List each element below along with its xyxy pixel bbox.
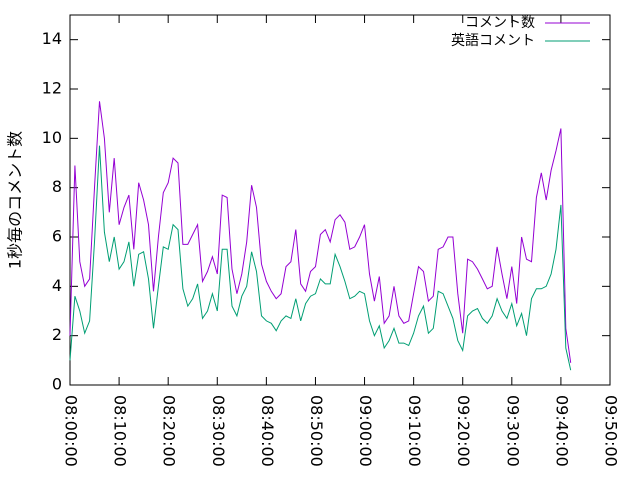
y-tick-label: 14 [42, 29, 62, 48]
legend-label: 英語コメント [451, 32, 535, 49]
x-tick-label: 08:40:00 [258, 395, 277, 467]
x-tick-label: 08:20:00 [160, 395, 179, 467]
y-tick-label: 10 [42, 128, 62, 147]
x-tick-label: 08:10:00 [111, 395, 130, 467]
y-tick-label: 6 [52, 227, 62, 246]
plot-frame [69, 14, 611, 386]
y-tick-label: 0 [52, 375, 62, 394]
x-tick-label: 09:50:00 [602, 395, 621, 467]
legend-label: コメント数 [465, 15, 535, 31]
y-tick-label: 12 [42, 79, 62, 98]
x-tick-label: 09:20:00 [454, 395, 473, 467]
x-tick-label: 08:00:00 [62, 395, 81, 467]
x-tick-label: 09:40:00 [552, 395, 571, 467]
series-line [69, 101, 572, 363]
x-tick-label: 09:00:00 [356, 395, 375, 467]
y-tick-label: 4 [52, 276, 62, 295]
x-tick-label: 08:50:00 [307, 395, 326, 467]
x-tick-label: 09:30:00 [503, 395, 522, 467]
y-tick-label: 8 [52, 177, 62, 196]
series-line [69, 145, 572, 371]
y-axis-label: 1秒毎のコメント数 [6, 131, 25, 269]
x-tick-label: 08:30:00 [209, 395, 228, 467]
x-tick-label: 09:10:00 [405, 395, 424, 467]
y-tick-label: 2 [52, 325, 62, 344]
